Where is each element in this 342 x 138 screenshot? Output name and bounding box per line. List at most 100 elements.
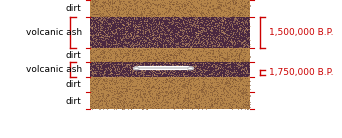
Point (156, 88, 161, 90)
Point (193, 65, 199, 67)
Point (159, 67, 165, 69)
Point (133, 85, 139, 87)
Point (146, 53, 151, 55)
Point (236, 20, 242, 22)
Point (120, 61, 126, 63)
Point (132, 65, 138, 67)
Point (90, 102, 95, 104)
Point (100, 55, 106, 57)
Point (107, 48, 113, 50)
Point (115, 21, 120, 23)
Point (220, 107, 225, 110)
Point (130, 106, 135, 109)
Point (200, 78, 206, 80)
Point (165, 88, 171, 90)
Point (234, 88, 239, 90)
Point (167, 18, 172, 20)
Point (218, 54, 224, 56)
Point (209, 47, 215, 49)
Point (99, 73, 105, 76)
Point (112, 0, 118, 2)
Point (232, 8, 237, 11)
Point (150, 25, 155, 28)
Point (175, 106, 180, 108)
Point (137, 90, 142, 92)
Point (182, 40, 188, 43)
Point (123, 88, 128, 90)
Point (204, 39, 209, 41)
Point (207, 6, 213, 8)
Point (243, 61, 249, 63)
Point (122, 36, 127, 38)
Point (119, 91, 124, 93)
Point (236, 10, 241, 12)
Point (222, 39, 227, 41)
Point (153, 96, 159, 99)
Point (216, 42, 221, 44)
Point (216, 59, 222, 61)
Point (179, 35, 184, 37)
Point (244, 60, 250, 62)
Point (238, 64, 244, 66)
Point (223, 94, 228, 96)
Point (182, 98, 188, 100)
Point (93, 33, 98, 35)
Point (180, 77, 185, 79)
Point (233, 43, 238, 45)
Point (127, 107, 133, 109)
Point (195, 36, 200, 38)
Point (155, 3, 161, 5)
Point (130, 64, 136, 66)
Point (175, 13, 181, 15)
Point (234, 63, 239, 66)
Point (167, 36, 172, 39)
Point (177, 59, 183, 62)
Point (184, 97, 190, 99)
Point (210, 55, 215, 57)
Point (108, 83, 113, 85)
Point (240, 76, 245, 79)
Point (157, 5, 163, 7)
Point (209, 104, 215, 106)
Point (113, 40, 118, 42)
Point (233, 17, 239, 19)
Point (208, 35, 213, 38)
Point (196, 77, 201, 79)
Point (118, 93, 123, 95)
Point (144, 87, 150, 89)
Point (239, 58, 244, 60)
Point (227, 13, 233, 15)
Point (207, 84, 212, 86)
Point (142, 44, 147, 46)
Point (230, 3, 235, 5)
Point (209, 49, 214, 51)
Point (114, 76, 119, 79)
Point (220, 76, 225, 78)
Point (145, 77, 150, 79)
Point (123, 102, 129, 104)
Point (176, 59, 182, 61)
Point (220, 59, 225, 61)
Point (129, 68, 134, 70)
Point (176, 19, 182, 21)
Point (172, 52, 178, 54)
Point (155, 33, 160, 35)
Point (237, 40, 242, 42)
Point (96, 60, 102, 63)
Point (160, 99, 166, 101)
Point (142, 68, 147, 70)
Point (221, 40, 227, 42)
Point (181, 29, 186, 32)
Point (89, 23, 94, 25)
Point (240, 102, 246, 104)
Point (213, 68, 219, 70)
Point (193, 30, 199, 33)
Point (94, 77, 99, 79)
Point (171, 71, 177, 73)
Point (105, 105, 110, 107)
Point (140, 48, 146, 51)
Point (195, 57, 200, 59)
Point (146, 90, 152, 92)
Point (121, 45, 127, 47)
Point (196, 7, 202, 9)
